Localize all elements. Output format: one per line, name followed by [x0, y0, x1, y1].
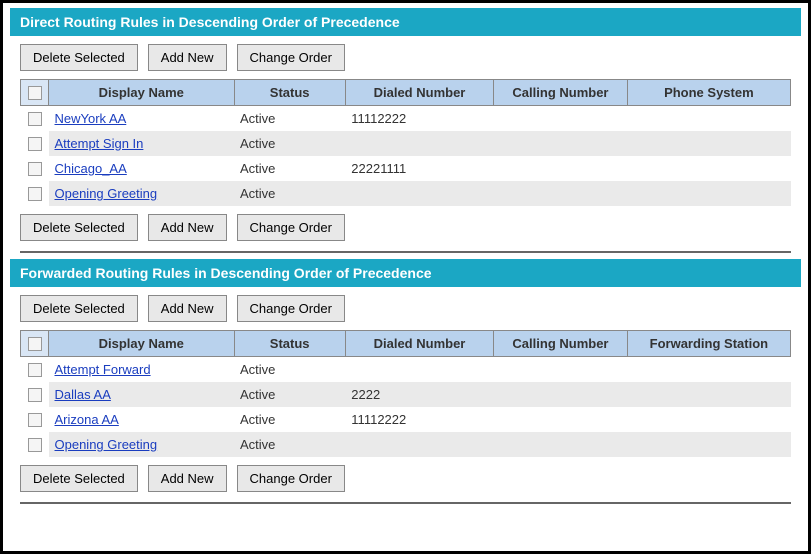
rule-link[interactable]: Attempt Sign In — [55, 136, 144, 151]
col-display-name[interactable]: Display Name — [49, 80, 235, 106]
rule-link[interactable]: Chicago_AA — [55, 161, 127, 176]
table-row: Dallas AA Active2222 — [21, 382, 791, 407]
add-new-button[interactable]: Add New — [148, 295, 227, 322]
dialed-number-cell — [345, 131, 493, 156]
row-checkbox[interactable] — [28, 187, 42, 201]
forwarded-toolbar-bottom: Delete Selected Add New Change Order — [10, 457, 801, 500]
dialed-number-cell — [345, 432, 493, 457]
row-checkbox[interactable] — [28, 388, 42, 402]
direct-table: Display Name Status Dialed Number Callin… — [20, 79, 791, 206]
col-calling-number[interactable]: Calling Number — [494, 80, 628, 106]
change-order-button[interactable]: Change Order — [237, 44, 345, 71]
add-new-button[interactable]: Add New — [148, 465, 227, 492]
status-cell: Active — [234, 106, 345, 132]
calling-number-cell — [494, 407, 628, 432]
col-forwarding-station[interactable]: Forwarding Station — [627, 331, 790, 357]
delete-selected-button[interactable]: Delete Selected — [20, 465, 138, 492]
row-checkbox[interactable] — [28, 413, 42, 427]
col-calling-number[interactable]: Calling Number — [494, 331, 628, 357]
dialed-number-cell — [345, 181, 493, 206]
rule-link[interactable]: Dallas AA — [55, 387, 111, 402]
row-checkbox[interactable] — [28, 137, 42, 151]
add-new-button[interactable]: Add New — [148, 214, 227, 241]
direct-toolbar-bottom: Delete Selected Add New Change Order — [10, 206, 801, 249]
last-cell — [627, 106, 790, 132]
dialed-number-cell: 22221111 — [345, 156, 493, 181]
forwarded-toolbar-top: Delete Selected Add New Change Order — [10, 287, 801, 330]
col-status[interactable]: Status — [234, 331, 345, 357]
direct-toolbar-top: Delete Selected Add New Change Order — [10, 36, 801, 79]
table-row: Opening Greeting Active — [21, 181, 791, 206]
calling-number-cell — [494, 156, 628, 181]
table-row: Chicago_AA Active22221111 — [21, 156, 791, 181]
select-all-checkbox[interactable] — [28, 86, 42, 100]
status-cell: Active — [234, 382, 345, 407]
calling-number-cell — [494, 382, 628, 407]
col-phone-system[interactable]: Phone System — [627, 80, 790, 106]
calling-number-cell — [494, 357, 628, 383]
dialed-number-cell: 11112222 — [345, 106, 493, 132]
col-status[interactable]: Status — [234, 80, 345, 106]
calling-number-cell — [494, 131, 628, 156]
status-cell: Active — [234, 357, 345, 383]
delete-selected-button[interactable]: Delete Selected — [20, 44, 138, 71]
last-cell — [627, 131, 790, 156]
row-checkbox[interactable] — [28, 112, 42, 126]
status-cell: Active — [234, 181, 345, 206]
status-cell: Active — [234, 407, 345, 432]
direct-section: Direct Routing Rules in Descending Order… — [10, 8, 801, 253]
rule-link[interactable]: Opening Greeting — [55, 437, 158, 452]
rule-link[interactable]: Arizona AA — [55, 412, 119, 427]
calling-number-cell — [494, 106, 628, 132]
table-row: Arizona AA Active11112222 — [21, 407, 791, 432]
rule-link[interactable]: Opening Greeting — [55, 186, 158, 201]
calling-number-cell — [494, 432, 628, 457]
forwarded-section-title: Forwarded Routing Rules in Descending Or… — [10, 259, 801, 287]
status-cell: Active — [234, 432, 345, 457]
rule-link[interactable]: NewYork AA — [55, 111, 127, 126]
col-dialed-number[interactable]: Dialed Number — [345, 331, 493, 357]
row-checkbox[interactable] — [28, 363, 42, 377]
last-cell — [627, 382, 790, 407]
table-row: Opening Greeting Active — [21, 432, 791, 457]
status-cell: Active — [234, 131, 345, 156]
row-checkbox[interactable] — [28, 438, 42, 452]
last-cell — [627, 357, 790, 383]
dialed-number-cell: 11112222 — [345, 407, 493, 432]
add-new-button[interactable]: Add New — [148, 44, 227, 71]
change-order-button[interactable]: Change Order — [237, 214, 345, 241]
last-cell — [627, 432, 790, 457]
app-frame: Direct Routing Rules in Descending Order… — [0, 0, 811, 554]
dialed-number-cell — [345, 357, 493, 383]
dialed-number-cell: 2222 — [345, 382, 493, 407]
last-cell — [627, 407, 790, 432]
direct-section-title: Direct Routing Rules in Descending Order… — [10, 8, 801, 36]
table-row: NewYork AA Active11112222 — [21, 106, 791, 132]
delete-selected-button[interactable]: Delete Selected — [20, 295, 138, 322]
rule-link[interactable]: Attempt Forward — [55, 362, 151, 377]
last-cell — [627, 181, 790, 206]
change-order-button[interactable]: Change Order — [237, 295, 345, 322]
delete-selected-button[interactable]: Delete Selected — [20, 214, 138, 241]
select-all-checkbox[interactable] — [28, 337, 42, 351]
forwarded-table: Display Name Status Dialed Number Callin… — [20, 330, 791, 457]
col-dialed-number[interactable]: Dialed Number — [345, 80, 493, 106]
row-checkbox[interactable] — [28, 162, 42, 176]
forwarded-section: Forwarded Routing Rules in Descending Or… — [10, 259, 801, 504]
change-order-button[interactable]: Change Order — [237, 465, 345, 492]
calling-number-cell — [494, 181, 628, 206]
table-row: Attempt Forward Active — [21, 357, 791, 383]
table-row: Attempt Sign In Active — [21, 131, 791, 156]
last-cell — [627, 156, 790, 181]
col-display-name[interactable]: Display Name — [49, 331, 235, 357]
status-cell: Active — [234, 156, 345, 181]
